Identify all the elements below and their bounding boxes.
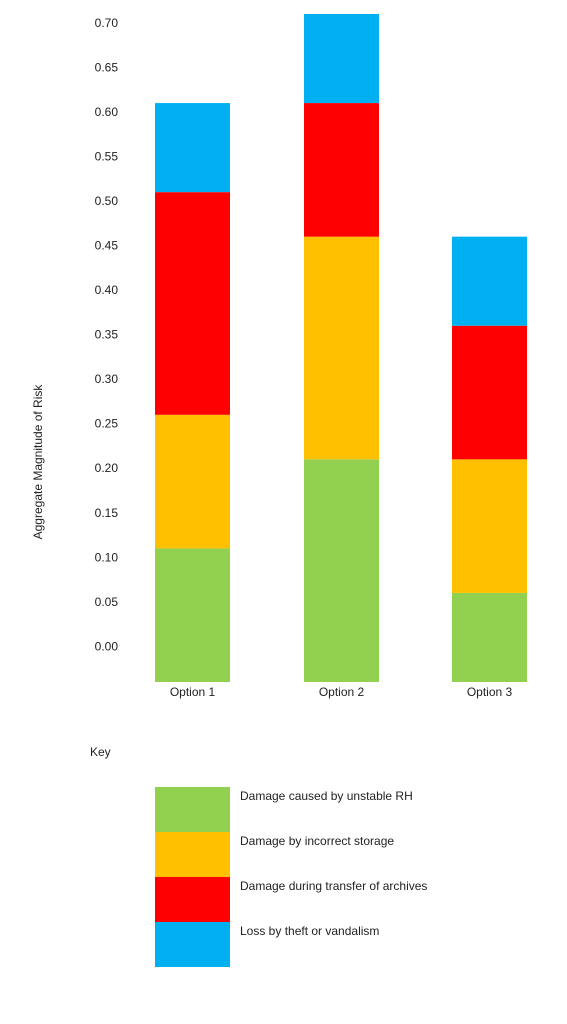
bar-segment: [155, 548, 230, 682]
legend-swatch: [155, 877, 230, 922]
y-tick-label: 0.10: [95, 550, 119, 564]
bar-segment: [452, 325, 527, 460]
legend-label: Damage caused by unstable RH: [240, 789, 413, 803]
legend-label: Damage during transfer of archives: [240, 879, 427, 893]
x-category-label: Option 2: [319, 685, 365, 699]
y-tick-label: 0.70: [95, 16, 119, 30]
legend-swatch: [155, 922, 230, 967]
y-tick-label: 0.30: [95, 372, 119, 386]
legend-label: Damage by incorrect storage: [240, 834, 394, 848]
bar-segment: [452, 592, 527, 682]
bars: [155, 14, 527, 682]
y-tick-label: 0.40: [95, 283, 119, 297]
y-axis-ticks: 0.00 0.05 0.10 0.15 0.20 0.25 0.30 0.35 0.40 0.45…: [95, 16, 119, 653]
legend: Damage caused by unstable RH Damage by in…: [155, 787, 427, 967]
bar-segment: [155, 192, 230, 415]
y-tick-label: 0.65: [95, 60, 119, 74]
y-tick-label: 0.50: [95, 194, 119, 208]
y-tick-label: 0.35: [95, 328, 119, 342]
x-axis-category-labels: Option 1 Option 2 Option 3: [170, 685, 513, 699]
bar-segment: [452, 236, 527, 326]
y-tick-label: 0.60: [95, 105, 119, 119]
y-tick-label: 0.25: [95, 417, 119, 431]
y-tick-label: 0.00: [95, 639, 119, 653]
y-axis-title: Aggregate Magnitude of Risk: [31, 384, 45, 540]
y-tick-label: 0.55: [95, 150, 119, 164]
bar-segment: [452, 459, 527, 593]
legend-title: Key: [90, 745, 111, 759]
y-tick-label: 0.15: [95, 506, 119, 520]
bar-segment: [155, 414, 230, 549]
bar-segment: [304, 103, 379, 237]
bar-segment: [155, 103, 230, 193]
x-category-label: Option 3: [467, 685, 513, 699]
y-tick-label: 0.45: [95, 239, 119, 253]
legend-swatch: [155, 787, 230, 832]
bar-segment: [304, 236, 379, 460]
legend-label: Loss by theft or vandalism: [240, 924, 379, 938]
bar-segment: [304, 459, 379, 682]
y-tick-label: 0.05: [95, 595, 119, 609]
bar-segment: [304, 14, 379, 104]
x-category-label: Option 1: [170, 685, 216, 699]
y-tick-label: 0.20: [95, 461, 119, 475]
legend-swatch: [155, 832, 230, 877]
